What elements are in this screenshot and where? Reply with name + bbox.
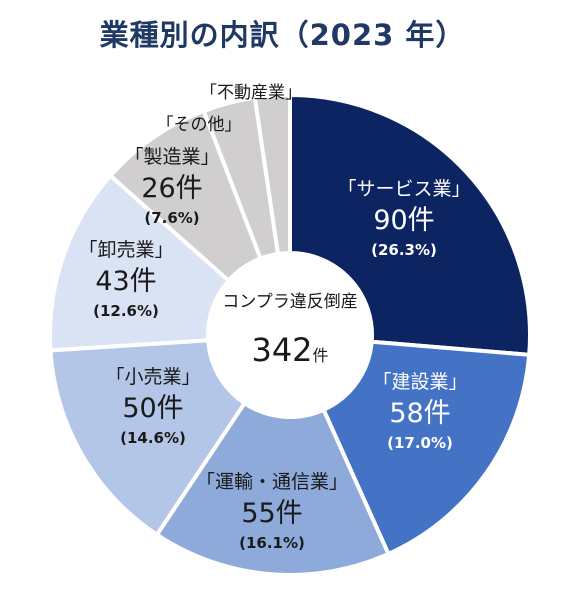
slice-label-2: 「運輸・通信業」 (196, 471, 348, 493)
slice-percent-1: (17.0%) (387, 434, 453, 452)
slice-label-group-7: 「不動産業」 (200, 83, 302, 103)
slice-0 (288, 92, 532, 357)
slice-3 (48, 338, 248, 538)
slice-percent-3: (14.6%) (120, 429, 186, 447)
slice-value-1: 58件 (389, 398, 450, 429)
slice-percent-2: (16.1%) (239, 534, 305, 552)
slice-label-1: 「建設業」 (372, 371, 467, 393)
slice-label-group-3: 「小売業」 50件 (14.6%) (105, 366, 200, 447)
slice-value-4: 43件 (95, 266, 156, 297)
slice-label-0: 「サービス業」 (337, 178, 470, 200)
slice-label-group-5: 「製造業」 26件 (7.6%) (124, 146, 219, 227)
center-label: コンプラ違反倒産 (222, 292, 358, 312)
slice-label-4: 「卸売業」 (78, 239, 173, 261)
slice-label-3: 「小売業」 (105, 366, 200, 388)
chart-title: 業種別の内訳（2023 年） (99, 18, 466, 52)
center-value: 342件 (251, 331, 328, 369)
slice-4 (48, 172, 232, 353)
slice-value-5: 26件 (141, 173, 202, 204)
slice-1 (320, 339, 532, 557)
slice-label-group-4: 「卸売業」 43件 (12.6%) (78, 239, 173, 320)
slice-label-group-6: 「その他」 (157, 115, 242, 135)
slice-7 (252, 92, 292, 257)
slice-value-2: 55件 (241, 498, 302, 529)
slice-label-6: 「その他」 (157, 115, 242, 135)
slice-value-0: 90件 (373, 205, 434, 236)
slice-label-7: 「不動産業」 (200, 83, 302, 103)
slice-label-5: 「製造業」 (124, 146, 219, 168)
slice-percent-0: (26.3%) (371, 241, 437, 259)
slice-label-group-2: 「運輸・通信業」 55件 (16.1%) (196, 471, 348, 552)
slice-value-3: 50件 (122, 393, 183, 424)
slice-percent-5: (7.6%) (144, 209, 199, 227)
slice-percent-4: (12.6%) (93, 302, 159, 320)
slice-label-group-0: 「サービス業」 90件 (26.3%) (337, 178, 470, 259)
slice-2 (154, 400, 392, 577)
slice-label-group-1: 「建設業」 58件 (17.0%) (372, 371, 467, 452)
